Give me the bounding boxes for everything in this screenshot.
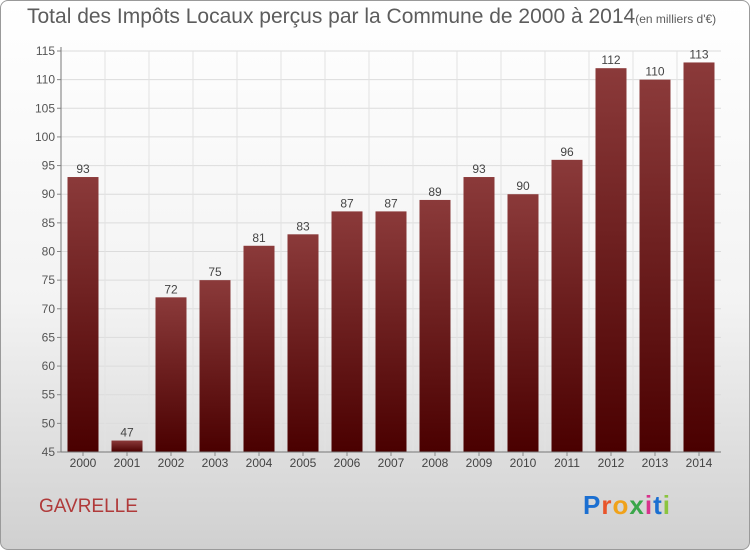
chart-title-text: Total des Impôts Locaux perçus par la Co…	[27, 5, 636, 28]
y-tick-label: 75	[42, 273, 56, 287]
x-tick-label: 2012	[598, 456, 625, 470]
x-tick-label: 2008	[422, 456, 449, 470]
bar-value-label: 89	[428, 185, 442, 199]
y-tick-label: 70	[42, 302, 56, 316]
bar	[463, 177, 495, 452]
bar	[67, 177, 99, 452]
x-tick-label: 2003	[202, 456, 229, 470]
y-tick-label: 105	[35, 101, 55, 115]
logo-letter: r	[601, 490, 613, 520]
x-tick-label: 2002	[158, 456, 185, 470]
chart-unit-text: (en milliers d'€)	[635, 12, 717, 26]
x-tick-label: 2013	[642, 456, 669, 470]
bar-value-label: 96	[560, 145, 574, 159]
logo-letter: i	[644, 490, 654, 520]
bar	[287, 234, 319, 452]
y-tick-label: 65	[42, 330, 56, 344]
proxiti-logo: Proxiti	[583, 490, 671, 521]
label-layer: 45 50 55 60 65 70 75 80 85 90 95 100 105 110 115 93 2000…	[35, 44, 713, 470]
y-tick-label: 90	[42, 187, 56, 201]
bar	[507, 194, 539, 452]
bar	[199, 280, 231, 452]
y-tick-label: 95	[42, 159, 56, 173]
x-tick-label: 2011	[554, 456, 580, 470]
bar	[419, 199, 451, 452]
y-tick-label: 100	[35, 130, 55, 144]
bar	[595, 68, 627, 452]
bar-value-label: 93	[76, 162, 90, 176]
bar-value-label: 93	[472, 162, 486, 176]
y-tick-label: 55	[42, 388, 56, 402]
x-tick-label: 2000	[70, 456, 97, 470]
bar-value-label: 110	[645, 65, 664, 79]
y-tick-label: 115	[36, 44, 55, 58]
bar	[331, 211, 363, 452]
bar-value-label: 81	[252, 231, 266, 245]
x-tick-label: 2006	[334, 456, 361, 470]
bar-value-label: 72	[164, 282, 178, 296]
chart-title: Total des Impôts Locaux perçus par la Co…	[27, 5, 716, 29]
bar	[375, 211, 407, 452]
bar	[551, 159, 583, 453]
y-tick-label: 50	[42, 416, 56, 430]
bar-value-label: 90	[516, 179, 530, 193]
bar-value-label: 47	[120, 426, 134, 440]
axis-layer	[57, 47, 721, 456]
bar	[155, 297, 187, 452]
logo-letter: x	[629, 490, 645, 520]
y-tick-label: 45	[42, 445, 56, 459]
y-tick-label: 80	[42, 245, 56, 259]
bar-value-label: 113	[689, 47, 708, 61]
y-tick-label: 60	[42, 359, 56, 373]
y-tick-label: 85	[42, 216, 56, 230]
x-tick-label: 2004	[246, 456, 273, 470]
logo-letter: o	[612, 490, 630, 520]
bar-value-label: 112	[601, 53, 620, 67]
logo-letter: t	[653, 490, 663, 520]
bar-value-label: 75	[208, 265, 222, 279]
bar-value-label: 87	[384, 196, 398, 210]
bar	[243, 245, 275, 452]
x-tick-label: 2009	[466, 456, 493, 470]
commune-name: GAVRELLE	[39, 496, 138, 517]
x-tick-label: 2014	[686, 456, 713, 470]
bar	[639, 79, 671, 453]
x-tick-label: 2005	[290, 456, 317, 470]
bar-value-label: 83	[296, 219, 310, 233]
y-tick-label: 110	[36, 73, 55, 87]
bar	[111, 440, 143, 452]
x-tick-label: 2010	[510, 456, 537, 470]
bar-value-label: 87	[340, 196, 354, 210]
x-tick-label: 2007	[378, 456, 405, 470]
x-tick-label: 2001	[114, 456, 141, 470]
logo-letter: i	[662, 490, 671, 520]
logo-letter: P	[583, 490, 602, 520]
bar	[683, 62, 715, 452]
bar-layer	[67, 62, 715, 453]
